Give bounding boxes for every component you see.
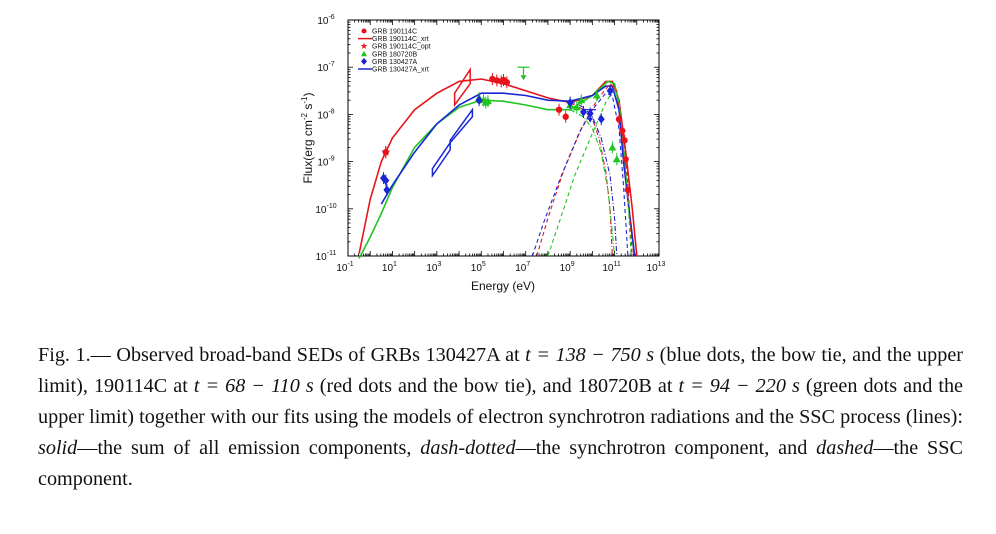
data-point-diamond — [566, 98, 574, 108]
legend-marker-star: ★ — [360, 41, 368, 51]
legend-label: GRB 130427A_xrt — [372, 67, 429, 74]
y-tick-label: 10-6 — [317, 14, 334, 27]
x-tick-label: 1011 — [602, 261, 620, 274]
data-markers: ★ — [380, 66, 632, 196]
upper-limit-arrow — [587, 117, 594, 123]
data-point-circle — [555, 106, 563, 113]
x-tick-label: 1013 — [647, 261, 666, 274]
data-point-diamond — [382, 175, 390, 185]
plot-frame — [347, 19, 660, 257]
y-tick-labels: 10-6 10-7 10-8 10-9 10-10 10-11 — [315, 14, 336, 263]
y-tick-label: 10-8 — [317, 108, 334, 121]
data-point-circle — [503, 79, 511, 86]
y-axis-label: Flux(erg cm-2 s-1) — [300, 93, 315, 184]
x-tick-label: 105 — [471, 261, 486, 274]
data-point-circle — [619, 127, 626, 135]
figure-label: Fig. 1.— — [38, 344, 111, 366]
plot-area: 10-1 101 103 105 107 109 1011 1013 10-6 10-7 10-8… — [315, 14, 665, 274]
x-tick-label: 101 — [382, 261, 397, 274]
y-tick-label: 10-10 — [315, 203, 336, 216]
data-point-circle — [621, 137, 628, 144]
bow-tie — [431, 140, 451, 179]
y-tick-label: 10-9 — [317, 156, 334, 169]
data-point-triangle — [608, 143, 617, 151]
x-axis-label: Energy (eV) — [471, 279, 535, 293]
model-curves — [358, 67, 638, 259]
legend-marker-diamond — [361, 57, 367, 65]
upper-limit-arrow — [520, 75, 527, 81]
data-point-triangle — [572, 103, 581, 111]
legend-label: GRB 180720B — [372, 51, 417, 58]
data-point-circle — [624, 186, 632, 194]
x-tick-labels: 10-1 101 103 105 107 109 1011 1013 — [336, 261, 665, 274]
legend-marker-circle — [361, 28, 367, 34]
data-point-circle — [622, 156, 629, 163]
x-tick-label: 107 — [515, 261, 530, 274]
x-tick-label: 103 — [426, 261, 441, 274]
data-point-diamond — [383, 185, 391, 195]
y-tick-label: 10-11 — [316, 250, 337, 263]
data-point-circle — [562, 113, 569, 120]
legend-label: GRB 190114C — [372, 29, 417, 36]
bow-tie — [449, 107, 474, 145]
legend-label: GRB 190114C_opt — [372, 44, 431, 51]
x-tick-label: 10-1 — [336, 261, 353, 274]
data-point-triangle — [483, 97, 492, 105]
model-curve-blue-ssc — [531, 92, 629, 257]
model-curve-red-solid — [358, 78, 638, 257]
axis-ticks — [347, 19, 660, 257]
legend-label: GRB 130427A — [372, 59, 417, 66]
figure-caption: Fig. 1.— Observed broad-band SEDs of GRB… — [38, 344, 963, 490]
y-tick-label: 10-7 — [317, 61, 334, 74]
data-point-diamond — [475, 95, 483, 105]
data-point-circle — [615, 115, 623, 123]
x-tick-label: 109 — [560, 261, 575, 274]
data-point-triangle — [577, 96, 586, 104]
data-point-triangle — [592, 91, 601, 99]
data-point-diamond — [597, 114, 605, 124]
model-curve-green-ssc — [547, 87, 632, 257]
legend-marker-triangle — [361, 50, 367, 57]
bow-tie — [453, 67, 471, 108]
legend-label: GRB 190114C_xrt — [372, 36, 429, 43]
data-point-diamond — [606, 86, 614, 96]
model-curve-blue-solid — [380, 85, 636, 257]
data-point-triangle — [612, 155, 621, 163]
data-point-star: ★ — [380, 145, 391, 159]
